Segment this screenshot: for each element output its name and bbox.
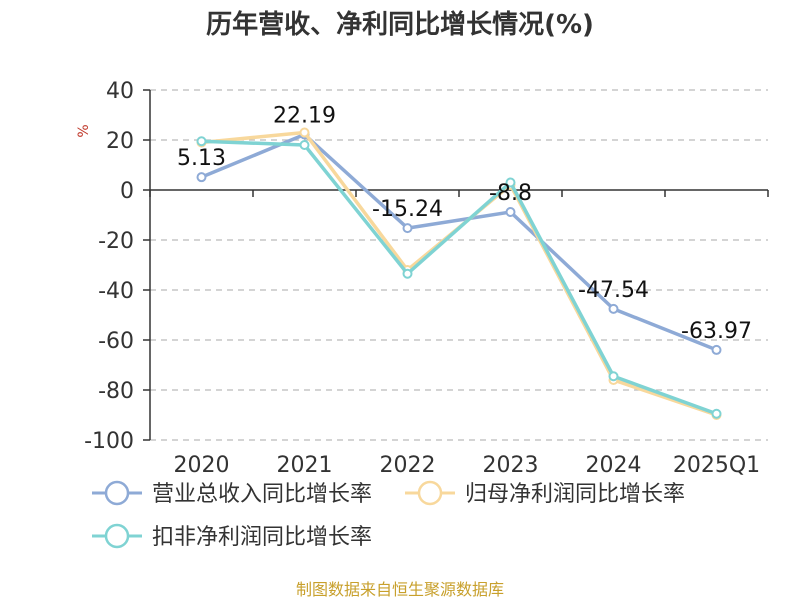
x-tick-label: 2024	[586, 453, 642, 478]
data-labels: 5.13 22.19 -15.24 -8.8 -47.54 -63.97	[177, 104, 752, 344]
grid-lines	[150, 89, 768, 441]
y-tick-label: 0	[120, 179, 134, 204]
y-axis-unit: %	[76, 124, 92, 137]
legend-label: 扣非净利润同比增长率	[152, 525, 372, 550]
axes	[143, 89, 769, 441]
data-point	[196, 136, 207, 147]
data-point	[196, 172, 207, 183]
series-line	[201, 130, 718, 417]
series-2	[196, 127, 722, 420]
legend-marker	[104, 523, 130, 549]
legend-item-1[interactable]: 营业总收入同比增长率	[92, 480, 372, 507]
data-point	[299, 140, 310, 150]
x-tick-labels: 2020 2021 2022 2023 2024 2025Q1	[174, 453, 761, 478]
y-tick-label: -40	[98, 279, 134, 304]
data-label: -8.8	[489, 181, 532, 206]
x-tick-label: 2022	[380, 453, 436, 478]
legend-item-2[interactable]: 归母净利润同比增长率	[405, 480, 685, 507]
series-1	[196, 129, 722, 355]
series-3	[196, 136, 722, 419]
data-label: -63.97	[681, 319, 752, 344]
data-point	[608, 371, 619, 382]
legend-label: 营业总收入同比增长率	[152, 482, 372, 507]
x-tick-label: 2025Q1	[673, 453, 760, 478]
y-tick-label: 20	[106, 129, 134, 154]
x-tick-label: 2023	[483, 453, 539, 478]
series-line	[201, 139, 718, 416]
chart-title: 历年营收、净利同比增长情况(%)	[206, 9, 594, 40]
data-point	[505, 207, 516, 217]
series-lines	[196, 127, 722, 420]
legend-item-3[interactable]: 扣非净利润同比增长率	[92, 523, 372, 550]
x-tick-label: 2021	[277, 453, 333, 478]
data-point	[505, 177, 516, 188]
data-point	[711, 408, 722, 419]
y-tick-label: -60	[98, 329, 134, 354]
data-label: 22.19	[273, 104, 336, 129]
legend-marker	[104, 480, 130, 506]
x-tick-label: 2020	[174, 453, 230, 478]
y-tick-label: -20	[98, 229, 134, 254]
data-label: 5.13	[177, 146, 226, 171]
y-tick-label: -80	[98, 379, 134, 404]
source-note: 制图数据来自恒生聚源数据库	[296, 580, 504, 599]
data-point	[402, 223, 413, 234]
data-point	[608, 303, 619, 314]
y-tick-label: -100	[84, 429, 134, 454]
data-label: -47.54	[578, 278, 649, 303]
y-tick-label: 40	[106, 79, 134, 104]
data-point	[402, 268, 413, 279]
legend-marker	[417, 480, 443, 506]
series-line	[200, 132, 718, 352]
data-label: -15.24	[372, 197, 443, 222]
data-point	[299, 127, 310, 138]
legend-label: 归母净利润同比增长率	[465, 482, 685, 507]
data-point	[711, 344, 722, 355]
y-tick-labels: 40 20 0 -20 -40 -60 -80 -100	[84, 79, 134, 454]
